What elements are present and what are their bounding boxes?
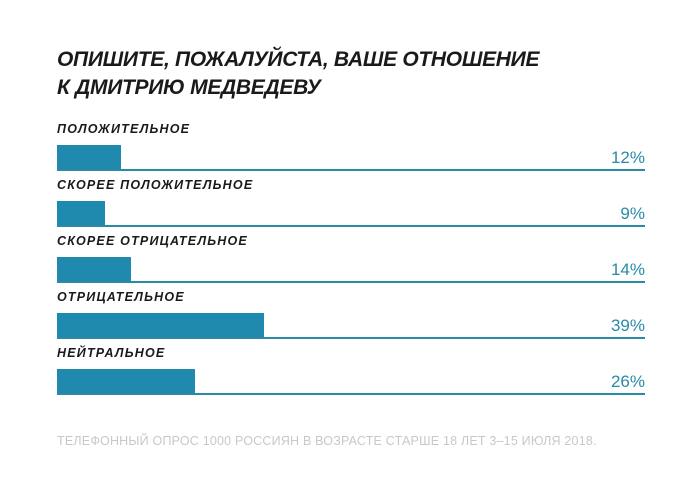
category-label: СКОРЕЕ ОТРИЦАТЕЛЬНОЕ: [57, 234, 248, 248]
bar: [57, 369, 195, 393]
category-label: НЕЙТРАЛЬНОЕ: [57, 346, 166, 360]
value-label: 26%: [610, 372, 645, 391]
bar-row: ПОЛОЖИТЕЛЬНОЕ 12%: [57, 122, 645, 186]
chart-title-line-2: К ДМИТРИЮ МЕДВЕДЕВУ: [57, 76, 321, 99]
chart-title: ОПИШИТЕ, ПОЖАЛУЙСТА, ВАШЕ ОТНОШЕНИЕ К ДМ…: [57, 46, 539, 102]
bar-track: [57, 313, 645, 339]
value-label: 9%: [620, 204, 645, 223]
bar: [57, 145, 121, 169]
bar-track: [57, 201, 645, 227]
bar-row: СКОРЕЕ ОТРИЦАТЕЛЬНОЕ 14%: [57, 234, 645, 298]
bar: [57, 257, 132, 281]
bar-row: НЕЙТРАЛЬНОЕ 26%: [57, 346, 645, 410]
bar-track: [57, 369, 645, 395]
bar: [57, 313, 264, 337]
category-label: ПОЛОЖИТЕЛЬНОЕ: [57, 122, 191, 136]
category-label: ОТРИЦАТЕЛЬНОЕ: [57, 290, 185, 304]
value-label: 14%: [610, 260, 645, 279]
category-label: СКОРЕЕ ПОЛОЖИТЕЛЬНОЕ: [57, 178, 254, 192]
bar-row: ОТРИЦАТЕЛЬНОЕ 39%: [57, 290, 645, 354]
bar-track: [57, 145, 645, 171]
bar-track: [57, 257, 645, 283]
bar: [57, 201, 105, 225]
chart-title-line-1: ОПИШИТЕ, ПОЖАЛУЙСТА, ВАШЕ ОТНОШЕНИЕ: [57, 48, 540, 71]
value-label: 39%: [610, 316, 645, 335]
footnote: ТЕЛЕФОННЫЙ ОПРОС 1000 РОССИЯН В ВОЗРАСТЕ…: [57, 434, 597, 448]
value-label: 12%: [610, 148, 645, 167]
bar-row: СКОРЕЕ ПОЛОЖИТЕЛЬНОЕ 9%: [57, 178, 645, 242]
